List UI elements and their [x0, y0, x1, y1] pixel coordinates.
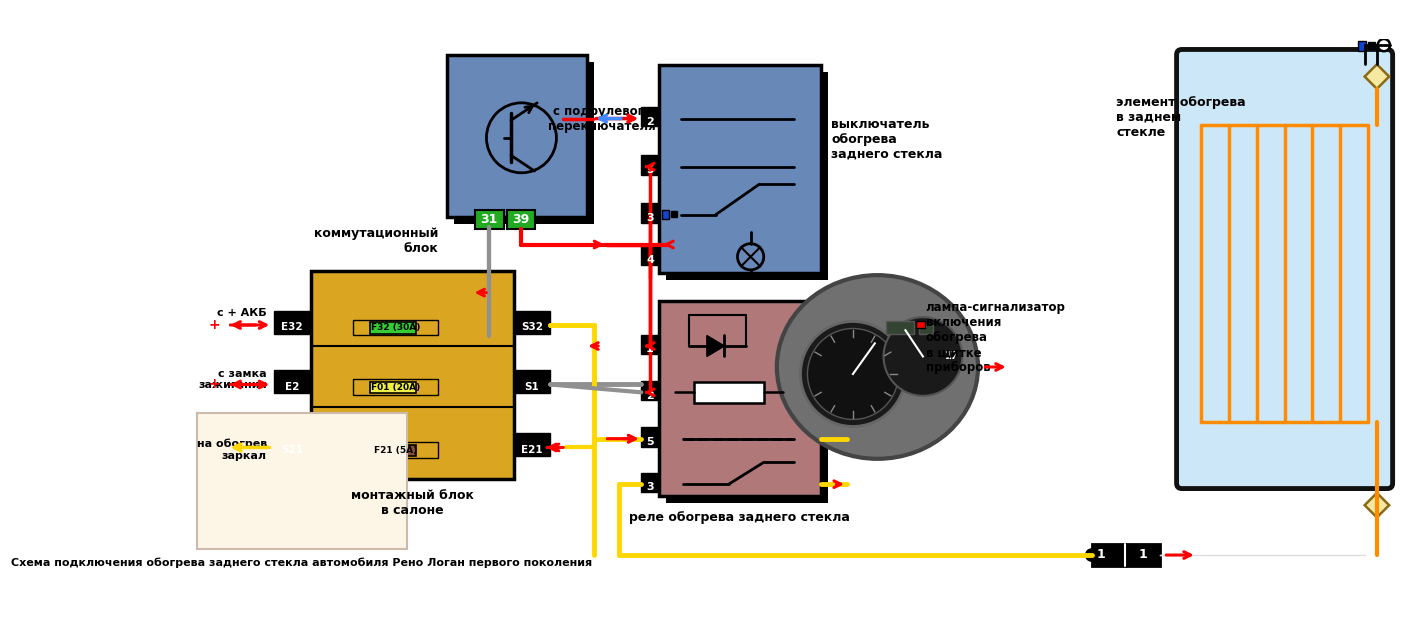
Circle shape	[1378, 39, 1390, 51]
Text: 5: 5	[647, 437, 654, 447]
Text: лампа-сигнализатор
включения
обогрева
в щитке
приборов: лампа-сигнализатор включения обогрева в …	[926, 302, 1065, 374]
Text: S32: S32	[520, 322, 543, 332]
Text: 17: 17	[944, 351, 959, 361]
Bar	[641, 246, 659, 264]
Text: E2: E2	[285, 382, 299, 392]
Bar	[641, 381, 659, 400]
Text: 3: 3	[647, 483, 654, 493]
Bar	[370, 382, 415, 393]
Bar	[353, 442, 438, 458]
Bar	[662, 210, 669, 219]
Bar	[1092, 544, 1124, 567]
Text: E32: E32	[281, 322, 303, 332]
Text: 5: 5	[647, 165, 654, 175]
Text: монтажный блок
в салоне: монтажный блок в салоне	[350, 490, 474, 518]
Bar	[641, 203, 659, 223]
Text: с + АКБ: с + АКБ	[217, 307, 267, 317]
Bar	[274, 434, 311, 456]
Bar	[666, 309, 828, 503]
Text: Схема подключения обогрева заднего стекла автомобиля Рено Логан первого поколени: Схема подключения обогрева заднего стекл…	[11, 558, 593, 568]
Text: 2: 2	[647, 391, 654, 401]
Bar	[454, 62, 594, 223]
Circle shape	[1086, 549, 1098, 561]
Text: 1: 1	[1096, 547, 1105, 560]
Bar	[370, 445, 415, 456]
Text: F21 (5A): F21 (5A)	[374, 445, 417, 455]
Text: F32 (30A): F32 (30A)	[370, 323, 420, 332]
Text: выключатель
обогрева
заднего стекла: выключатель обогрева заднего стекла	[831, 118, 943, 160]
Text: E21: E21	[522, 445, 543, 455]
Text: 3: 3	[647, 213, 654, 223]
Bar	[641, 156, 659, 175]
Polygon shape	[706, 335, 725, 356]
Bar	[886, 322, 915, 334]
Bar	[274, 311, 311, 334]
Bar	[641, 107, 659, 126]
Text: 1: 1	[1139, 547, 1147, 560]
Polygon shape	[1364, 64, 1390, 89]
Circle shape	[807, 328, 899, 419]
Text: реле обогрева заднего стекла: реле обогрева заднего стекла	[628, 511, 849, 524]
Text: 2: 2	[647, 117, 654, 127]
Text: F01 (20A): F01 (20A)	[372, 383, 420, 392]
Bar	[506, 210, 536, 229]
Bar	[1368, 42, 1375, 50]
Bar	[1357, 40, 1367, 51]
Bar	[197, 414, 407, 549]
Bar	[274, 371, 311, 393]
Text: +: +	[208, 378, 220, 391]
Text: 31: 31	[481, 213, 498, 226]
Bar	[513, 311, 550, 334]
Bar	[475, 210, 503, 229]
Bar	[513, 371, 550, 393]
Text: элемент обогрева
в заднем
стекле: элемент обогрева в заднем стекле	[1116, 96, 1246, 139]
Bar	[659, 302, 821, 496]
Text: коммутационный
блок: коммутационный блок	[313, 227, 438, 255]
Text: на обогрев
заркал: на обогрев заркал	[197, 439, 267, 461]
Circle shape	[883, 317, 963, 396]
Bar	[641, 427, 659, 447]
Bar	[353, 320, 438, 335]
Bar	[919, 325, 933, 334]
Bar	[370, 322, 415, 334]
Bar	[666, 72, 828, 281]
Text: 4: 4	[647, 255, 654, 265]
Bar	[693, 382, 764, 403]
Ellipse shape	[777, 275, 978, 459]
Bar	[447, 55, 587, 216]
Polygon shape	[1364, 493, 1390, 518]
Text: S1: S1	[525, 382, 539, 392]
Bar	[353, 379, 438, 395]
Bar	[671, 211, 678, 218]
Circle shape	[801, 322, 906, 427]
Bar	[513, 434, 550, 456]
Bar	[641, 473, 659, 492]
Text: с подрулевого
переключателя: с подрулевого переключателя	[547, 104, 655, 132]
Bar	[311, 271, 513, 479]
Text: 39: 39	[512, 213, 529, 226]
Bar	[641, 335, 659, 354]
Text: 1: 1	[647, 344, 654, 355]
Bar	[916, 322, 925, 328]
Text: +: +	[208, 318, 220, 332]
Text: S21: S21	[281, 445, 303, 455]
Bar	[659, 65, 821, 274]
FancyBboxPatch shape	[1177, 50, 1392, 488]
Bar	[1127, 544, 1160, 567]
Text: с замка
зажигания: с замка зажигания	[199, 369, 267, 391]
